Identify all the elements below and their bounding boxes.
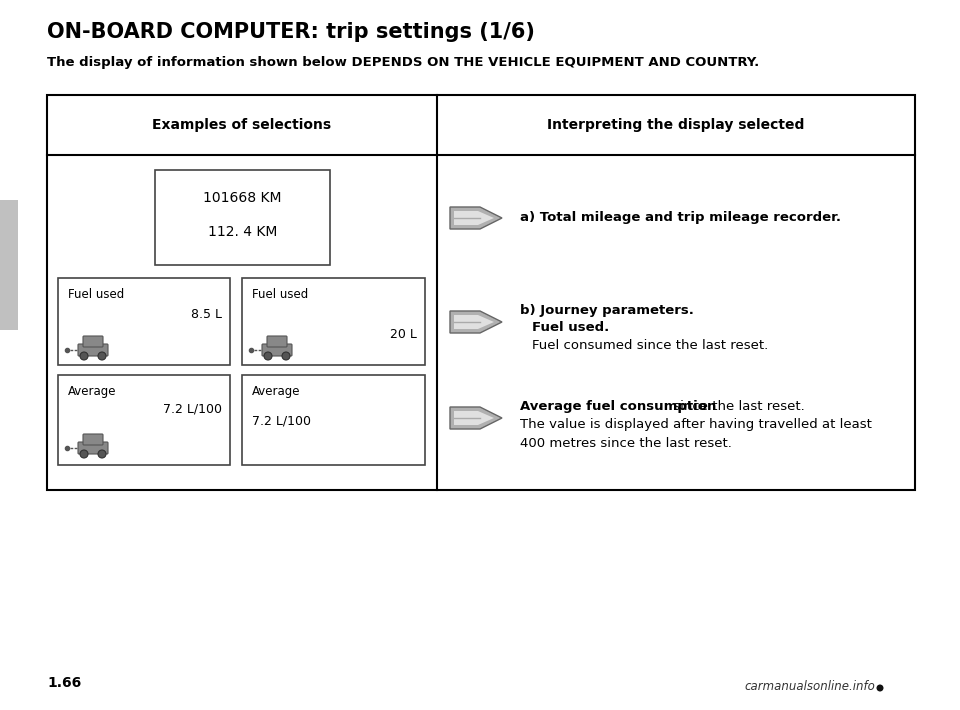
Text: Average: Average [68, 385, 116, 398]
Polygon shape [450, 407, 502, 429]
Circle shape [98, 450, 106, 458]
Text: 8.5 L: 8.5 L [191, 308, 222, 321]
Text: ON-BOARD COMPUTER: trip settings (1/6): ON-BOARD COMPUTER: trip settings (1/6) [47, 22, 535, 42]
Bar [47, 95, 915, 490]
Polygon shape [450, 311, 502, 333]
Circle shape [80, 352, 88, 360]
FancyBboxPatch shape [262, 344, 292, 356]
Text: since the last reset.: since the last reset. [669, 400, 804, 413]
Text: 101668 KM: 101668 KM [204, 191, 281, 205]
Text: Fuel used: Fuel used [252, 288, 308, 301]
Text: Fuel consumed since the last reset.: Fuel consumed since the last reset. [532, 339, 768, 352]
Text: 7.2 L/100: 7.2 L/100 [163, 403, 222, 416]
Bar [242, 278, 425, 365]
Circle shape [282, 352, 290, 360]
Text: Fuel used: Fuel used [68, 288, 124, 301]
Circle shape [80, 450, 88, 458]
Text: Fuel used.: Fuel used. [532, 321, 610, 334]
Polygon shape [454, 411, 494, 425]
Text: The display of information shown below DEPENDS ON THE VEHICLE EQUIPMENT AND COUN: The display of information shown below D… [47, 56, 759, 69]
Bar [0, 200, 18, 330]
Text: Interpreting the display selected: Interpreting the display selected [547, 118, 804, 132]
Text: carmanualsonline.info: carmanualsonline.info [744, 680, 875, 693]
Text: 112. 4 KM: 112. 4 KM [207, 225, 277, 239]
Circle shape [876, 684, 883, 692]
Bar [58, 278, 230, 365]
FancyBboxPatch shape [78, 344, 108, 356]
Text: Average fuel consumption: Average fuel consumption [520, 400, 716, 413]
Polygon shape [450, 207, 502, 229]
FancyBboxPatch shape [267, 336, 287, 347]
Text: 20 L: 20 L [390, 328, 417, 341]
Polygon shape [454, 315, 494, 329]
Text: 1.66: 1.66 [47, 676, 82, 690]
FancyBboxPatch shape [78, 442, 108, 454]
Bar [58, 375, 230, 465]
Text: a) Total mileage and trip mileage recorder.: a) Total mileage and trip mileage record… [520, 212, 841, 224]
Text: b) Journey parameters.: b) Journey parameters. [520, 304, 694, 317]
Text: Examples of selections: Examples of selections [153, 118, 331, 132]
Polygon shape [454, 211, 494, 225]
Text: The value is displayed after having travelled at least
400 metres since the last: The value is displayed after having trav… [520, 418, 872, 450]
Bar [155, 170, 330, 265]
Bar [242, 375, 425, 465]
Text: Average: Average [252, 385, 300, 398]
Circle shape [264, 352, 272, 360]
FancyBboxPatch shape [83, 434, 103, 445]
FancyBboxPatch shape [83, 336, 103, 347]
Circle shape [98, 352, 106, 360]
Text: 7.2 L/100: 7.2 L/100 [252, 415, 311, 428]
